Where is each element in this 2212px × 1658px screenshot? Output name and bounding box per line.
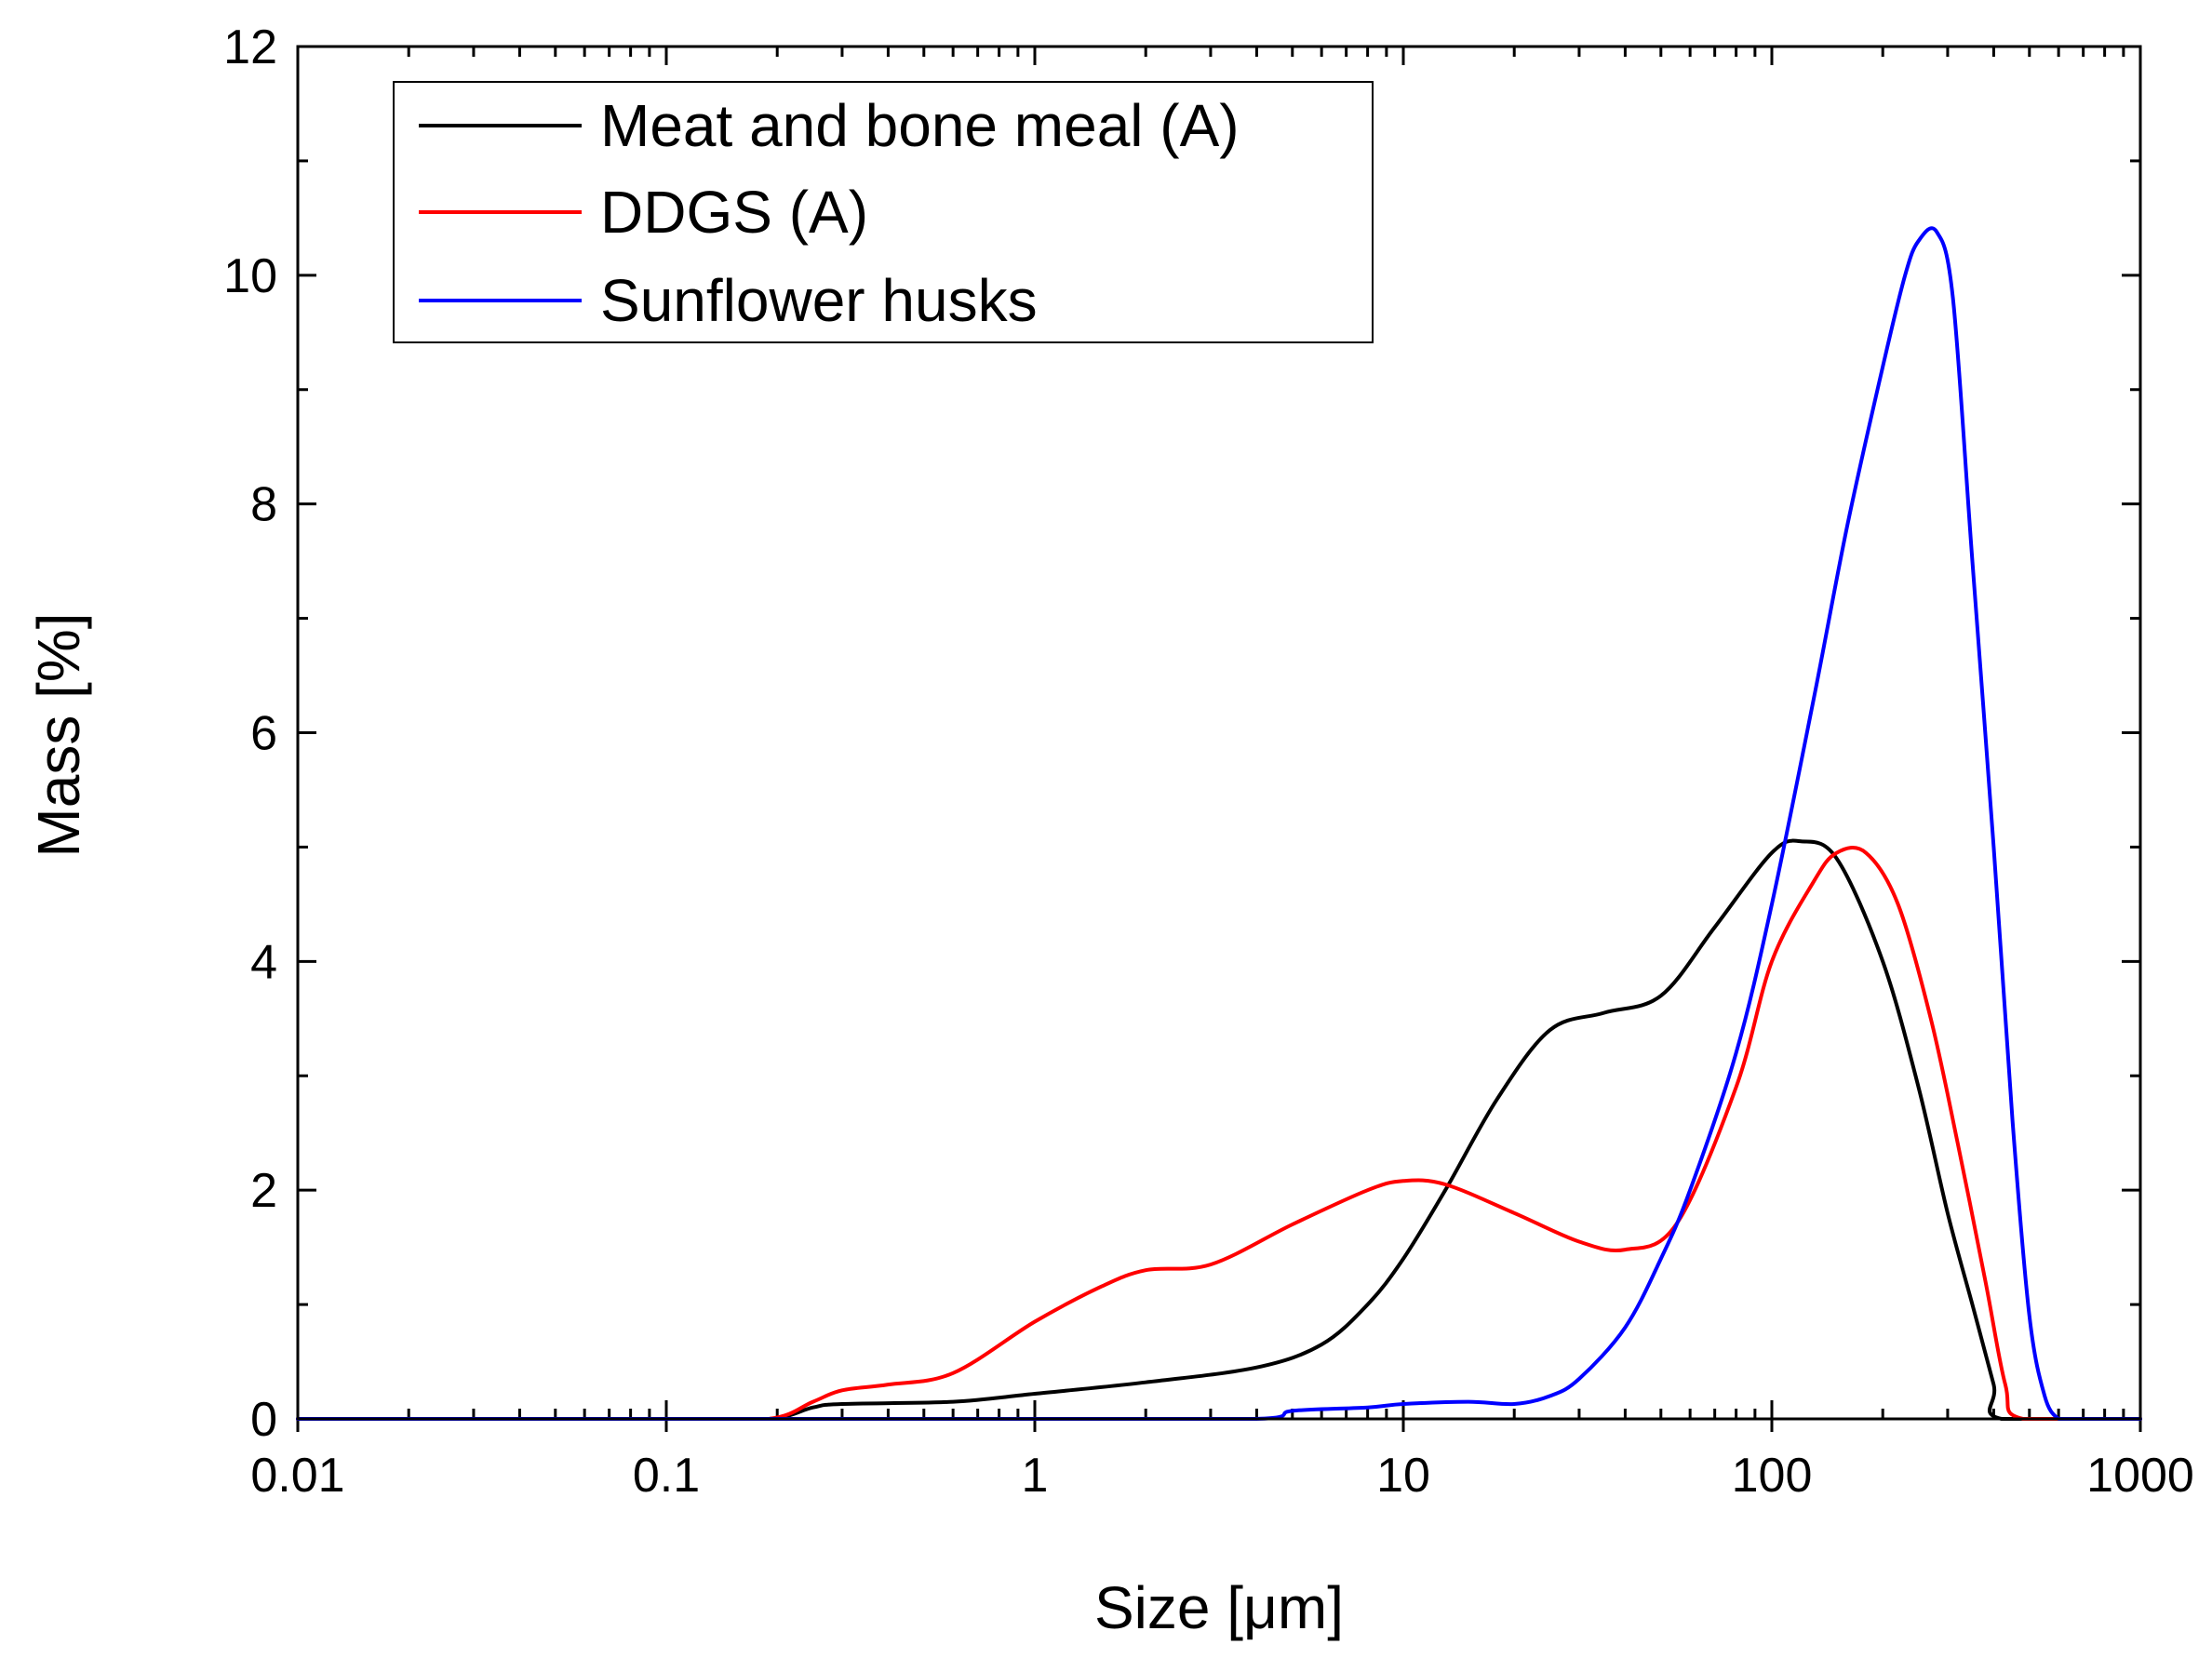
- x-tick-label: 0.1: [633, 1449, 700, 1503]
- plot-frame: [296, 45, 2142, 1421]
- y-tick-label: 12: [223, 20, 277, 74]
- y-tick-label: 10: [223, 249, 277, 303]
- series-line-sunflower-husks: [296, 226, 2142, 1422]
- y-axis-title: Mass [%]: [25, 612, 92, 857]
- x-tick-label: 1: [1022, 1449, 1049, 1503]
- y-tick-label: 6: [250, 707, 277, 761]
- x-axis-title: Size [μm]: [1094, 1574, 1344, 1641]
- y-tick-label: 8: [250, 478, 277, 532]
- legend: Meat and bone meal (A) DDGS (A) Sunflowe…: [393, 81, 1374, 343]
- axis-ticks: 0 2 4 6 8 10 12 0.01 0.1 1 10 100 1000: [223, 20, 2194, 1503]
- x-tick-label: 10: [1376, 1449, 1430, 1503]
- legend-label-meat-and-bone-meal: Meat and bone meal (A): [600, 92, 1240, 159]
- series-line-ddgs-a: [296, 846, 2142, 1422]
- series-layer: [296, 226, 2142, 1422]
- y-tick-label: 0: [250, 1393, 277, 1447]
- legend-label-ddgs: DDGS (A): [600, 179, 868, 246]
- x-tick-label: 0.01: [250, 1449, 344, 1503]
- x-tick-label: 1000: [2086, 1449, 2194, 1503]
- series-line-meat-and-bone-meal-a: [296, 838, 2142, 1422]
- legend-label-sunflower-husks: Sunflower husks: [600, 267, 1038, 334]
- y-tick-label: 4: [250, 935, 277, 989]
- y-tick-label: 2: [250, 1164, 277, 1218]
- x-tick-label: 100: [1732, 1449, 1813, 1503]
